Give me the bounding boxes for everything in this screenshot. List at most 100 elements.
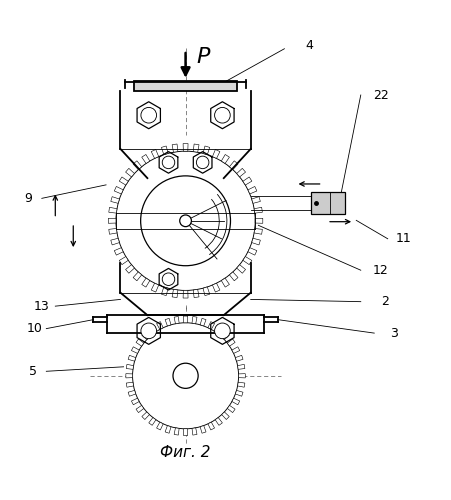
Polygon shape (207, 322, 214, 330)
Polygon shape (161, 146, 168, 154)
Polygon shape (109, 208, 117, 213)
Polygon shape (131, 347, 139, 354)
Polygon shape (128, 356, 135, 361)
Polygon shape (255, 218, 262, 224)
Polygon shape (251, 238, 260, 245)
Polygon shape (231, 347, 239, 354)
Polygon shape (221, 154, 229, 164)
Polygon shape (248, 186, 256, 194)
Polygon shape (174, 316, 179, 324)
FancyBboxPatch shape (311, 192, 344, 214)
Polygon shape (236, 168, 245, 177)
Polygon shape (192, 428, 197, 435)
Polygon shape (126, 364, 133, 370)
Polygon shape (235, 356, 243, 361)
Polygon shape (142, 412, 149, 420)
Polygon shape (237, 364, 244, 370)
Circle shape (162, 273, 175, 285)
Polygon shape (125, 264, 134, 273)
Polygon shape (202, 287, 209, 296)
Polygon shape (193, 290, 198, 298)
Polygon shape (156, 322, 163, 330)
Polygon shape (227, 406, 235, 412)
Polygon shape (126, 382, 133, 387)
Polygon shape (183, 429, 187, 436)
FancyBboxPatch shape (133, 80, 237, 90)
Circle shape (179, 215, 191, 226)
Polygon shape (142, 154, 149, 164)
Text: 9: 9 (24, 192, 32, 205)
Polygon shape (242, 256, 251, 264)
Text: Фиг. 2: Фиг. 2 (160, 444, 210, 460)
Polygon shape (248, 248, 256, 255)
Polygon shape (119, 177, 128, 185)
Polygon shape (142, 278, 149, 287)
Polygon shape (236, 264, 245, 273)
Polygon shape (165, 318, 170, 326)
Polygon shape (200, 318, 206, 326)
Text: 12: 12 (372, 264, 388, 276)
Polygon shape (192, 316, 197, 324)
Polygon shape (227, 339, 235, 346)
Text: 22: 22 (372, 88, 388, 102)
Polygon shape (148, 418, 156, 426)
Polygon shape (131, 398, 139, 405)
Polygon shape (229, 161, 238, 170)
Text: 2: 2 (381, 295, 389, 308)
Polygon shape (221, 332, 229, 340)
Polygon shape (136, 339, 143, 346)
Polygon shape (200, 426, 206, 433)
Polygon shape (253, 208, 262, 213)
Circle shape (173, 363, 198, 388)
Polygon shape (202, 146, 209, 154)
Polygon shape (114, 186, 123, 194)
Polygon shape (193, 144, 198, 152)
Polygon shape (108, 218, 116, 224)
Circle shape (140, 176, 230, 266)
Polygon shape (212, 283, 220, 292)
Polygon shape (172, 144, 178, 152)
Polygon shape (109, 228, 117, 234)
Circle shape (162, 156, 175, 168)
Circle shape (116, 151, 255, 290)
Polygon shape (183, 290, 188, 298)
Polygon shape (133, 161, 141, 170)
Polygon shape (221, 278, 229, 287)
Polygon shape (237, 382, 244, 387)
Polygon shape (253, 228, 262, 234)
Polygon shape (235, 390, 243, 396)
Polygon shape (238, 374, 245, 378)
Polygon shape (128, 390, 135, 396)
Polygon shape (231, 398, 239, 405)
Polygon shape (151, 150, 158, 158)
Polygon shape (142, 332, 149, 340)
Polygon shape (212, 150, 220, 158)
Polygon shape (242, 177, 251, 185)
Polygon shape (125, 168, 134, 177)
Text: 11: 11 (395, 232, 410, 245)
Polygon shape (110, 238, 119, 245)
Polygon shape (156, 422, 163, 430)
Polygon shape (183, 316, 187, 323)
Polygon shape (151, 283, 158, 292)
Text: 13: 13 (34, 300, 50, 312)
Polygon shape (119, 256, 128, 264)
Polygon shape (174, 428, 179, 435)
Text: 4: 4 (304, 39, 313, 52)
Polygon shape (207, 422, 214, 430)
Circle shape (141, 108, 156, 123)
Polygon shape (221, 412, 229, 420)
Circle shape (132, 323, 238, 429)
Polygon shape (136, 406, 143, 412)
Polygon shape (215, 418, 222, 426)
Polygon shape (161, 287, 168, 296)
Text: P: P (196, 47, 210, 67)
Polygon shape (133, 272, 141, 281)
Polygon shape (251, 196, 260, 203)
Polygon shape (114, 248, 123, 255)
Circle shape (214, 108, 230, 123)
Text: 10: 10 (27, 322, 43, 335)
Circle shape (214, 323, 230, 338)
Text: 3: 3 (390, 326, 397, 340)
Circle shape (196, 156, 208, 168)
